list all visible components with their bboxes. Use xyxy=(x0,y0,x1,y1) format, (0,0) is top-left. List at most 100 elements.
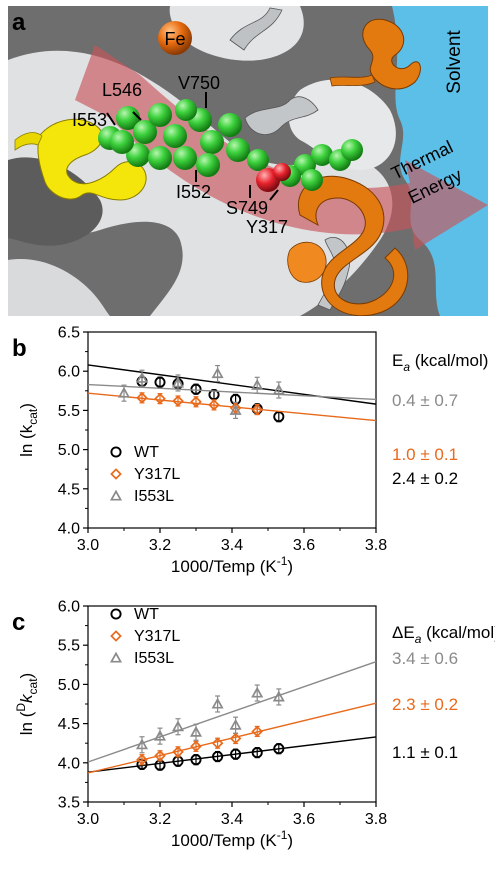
x-axis-label-sup: -1 xyxy=(277,828,288,842)
data-point xyxy=(135,738,149,750)
x-axis-label-main: 1000/Temp (K xyxy=(171,831,277,850)
x-axis-label: 1000/Temp (K-1) xyxy=(171,554,293,576)
x-axis-label: 1000/Temp (K-1) xyxy=(171,828,293,850)
helix-orange-bottom xyxy=(298,175,409,316)
helix-orange-inner xyxy=(287,241,327,283)
x-tick-label: 3.4 xyxy=(221,537,243,554)
x-axis-label-main: 1000/Temp (K xyxy=(171,557,277,576)
data-point xyxy=(211,737,224,750)
x-tick-label: 3.6 xyxy=(293,811,315,828)
x-tick-label: 3.6 xyxy=(293,537,315,554)
y-axis-label-main: ln ( xyxy=(17,711,36,735)
data-point xyxy=(153,729,167,741)
series-y317l xyxy=(87,702,377,774)
x-axis-label-tail: ) xyxy=(287,831,293,850)
legend-label: WT xyxy=(134,606,159,623)
activation-energy-value: 1.1 ± 0.1 xyxy=(392,743,458,762)
x-tick-label: 3.8 xyxy=(365,537,387,554)
panel-letter-a: a xyxy=(12,9,26,36)
data-point xyxy=(117,386,131,398)
residue-i552-label: I552 xyxy=(176,182,211,202)
annotation-header-sub: a xyxy=(403,360,410,374)
y-tick-label: 5.5 xyxy=(58,638,80,655)
residue-s749-label: S749 xyxy=(226,198,268,218)
activation-energy-value: 0.4 ± 0.7 xyxy=(392,391,458,410)
data-point xyxy=(211,367,224,379)
panel-letter-b: b xyxy=(12,335,27,362)
data-point xyxy=(251,378,264,390)
y-tick-label: 6.0 xyxy=(58,599,80,616)
series-i553l xyxy=(87,661,377,763)
legend-marker xyxy=(110,468,122,480)
data-point xyxy=(251,725,264,738)
data-point xyxy=(190,395,202,408)
y-tick-label: 5.0 xyxy=(58,442,80,459)
y-tick-label: 5.5 xyxy=(58,403,80,420)
data-point xyxy=(171,376,185,388)
x-axis-label-tail: ) xyxy=(287,557,293,576)
data-point xyxy=(251,403,264,416)
data-point xyxy=(190,754,202,766)
data-point xyxy=(190,740,202,753)
legend-label: Y317L xyxy=(134,466,180,483)
activation-energy-value: 2.3 ± 0.2 xyxy=(392,695,458,714)
data-point xyxy=(272,383,285,395)
data-point xyxy=(273,411,285,423)
legend-marker xyxy=(110,446,122,458)
chart-b: b 3.0 3.2 3.4 3.6 3.8 4.0 4.5 5.0 5.5 6.0 6.5 1000/T… xyxy=(12,325,488,577)
annotation-header-sub: a xyxy=(415,632,422,646)
panel-letter-c: c xyxy=(12,609,25,636)
data-point xyxy=(172,746,184,758)
x-tick-label: 3.0 xyxy=(77,811,99,828)
data-point xyxy=(154,392,166,405)
y-axis-label: ln (Dkcat) xyxy=(14,673,40,735)
legend-marker xyxy=(110,630,122,642)
series-i553l xyxy=(87,364,377,420)
data-point xyxy=(154,749,166,762)
data-point xyxy=(154,376,166,388)
legend-marker xyxy=(110,608,122,620)
y-axis-label-tail: ) xyxy=(17,673,36,679)
helix-grey-top xyxy=(229,7,283,51)
y-tick-label: 4.5 xyxy=(58,716,80,733)
helix-orange-strand xyxy=(329,74,376,87)
activation-energy-value: 2.4 ± 0.2 xyxy=(392,469,458,488)
y-tick-label: 3.5 xyxy=(58,795,80,812)
data-point xyxy=(211,697,224,709)
oxygen-sphere-2 xyxy=(273,163,291,181)
data-point xyxy=(229,718,242,730)
legend: WT Y317L I553L xyxy=(109,606,180,667)
solvent-label: Solvent xyxy=(444,30,465,94)
data-point xyxy=(273,743,285,755)
residue-leader-lines xyxy=(106,92,279,201)
data-point xyxy=(229,404,242,415)
series-wt xyxy=(87,736,377,773)
fe-label: Fe xyxy=(164,29,185,49)
surface-patch-bottom xyxy=(8,259,110,316)
y-axis-label-sub: cat xyxy=(26,678,40,695)
annotation-header-tail: (kcal/mol) xyxy=(421,623,495,642)
legend-marker xyxy=(109,651,123,663)
residue-l546-label: L546 xyxy=(102,80,142,100)
x-tick-label: 3.2 xyxy=(149,811,171,828)
y-axis-label-main: ln (k xyxy=(17,424,36,457)
y-tick-label: 6.0 xyxy=(58,364,80,381)
activation-energy-value: 3.4 ± 0.6 xyxy=(392,649,458,668)
helix-grey-mid xyxy=(244,96,319,135)
y-axis-label-sup: D xyxy=(14,703,28,712)
activation-energy-value: 1.0 ± 0.1 xyxy=(392,445,458,464)
data-point xyxy=(272,690,285,702)
data-point xyxy=(229,732,242,745)
data-point xyxy=(212,750,224,763)
x-tick-label: 3.4 xyxy=(221,811,243,828)
data-point xyxy=(135,371,149,383)
x-axis-label-sup: -1 xyxy=(277,554,288,568)
y-axis-ticks: 3.5 4.0 4.5 5.0 5.5 6.0 xyxy=(58,599,88,812)
data-point xyxy=(136,392,148,404)
data-point xyxy=(208,399,220,411)
legend-marker xyxy=(109,489,123,501)
annotation-header-tail: (kcal/mol) xyxy=(410,351,488,370)
x-tick-label: 3.0 xyxy=(77,537,99,554)
x-tick-label: 3.8 xyxy=(365,811,387,828)
data-point xyxy=(136,753,148,766)
